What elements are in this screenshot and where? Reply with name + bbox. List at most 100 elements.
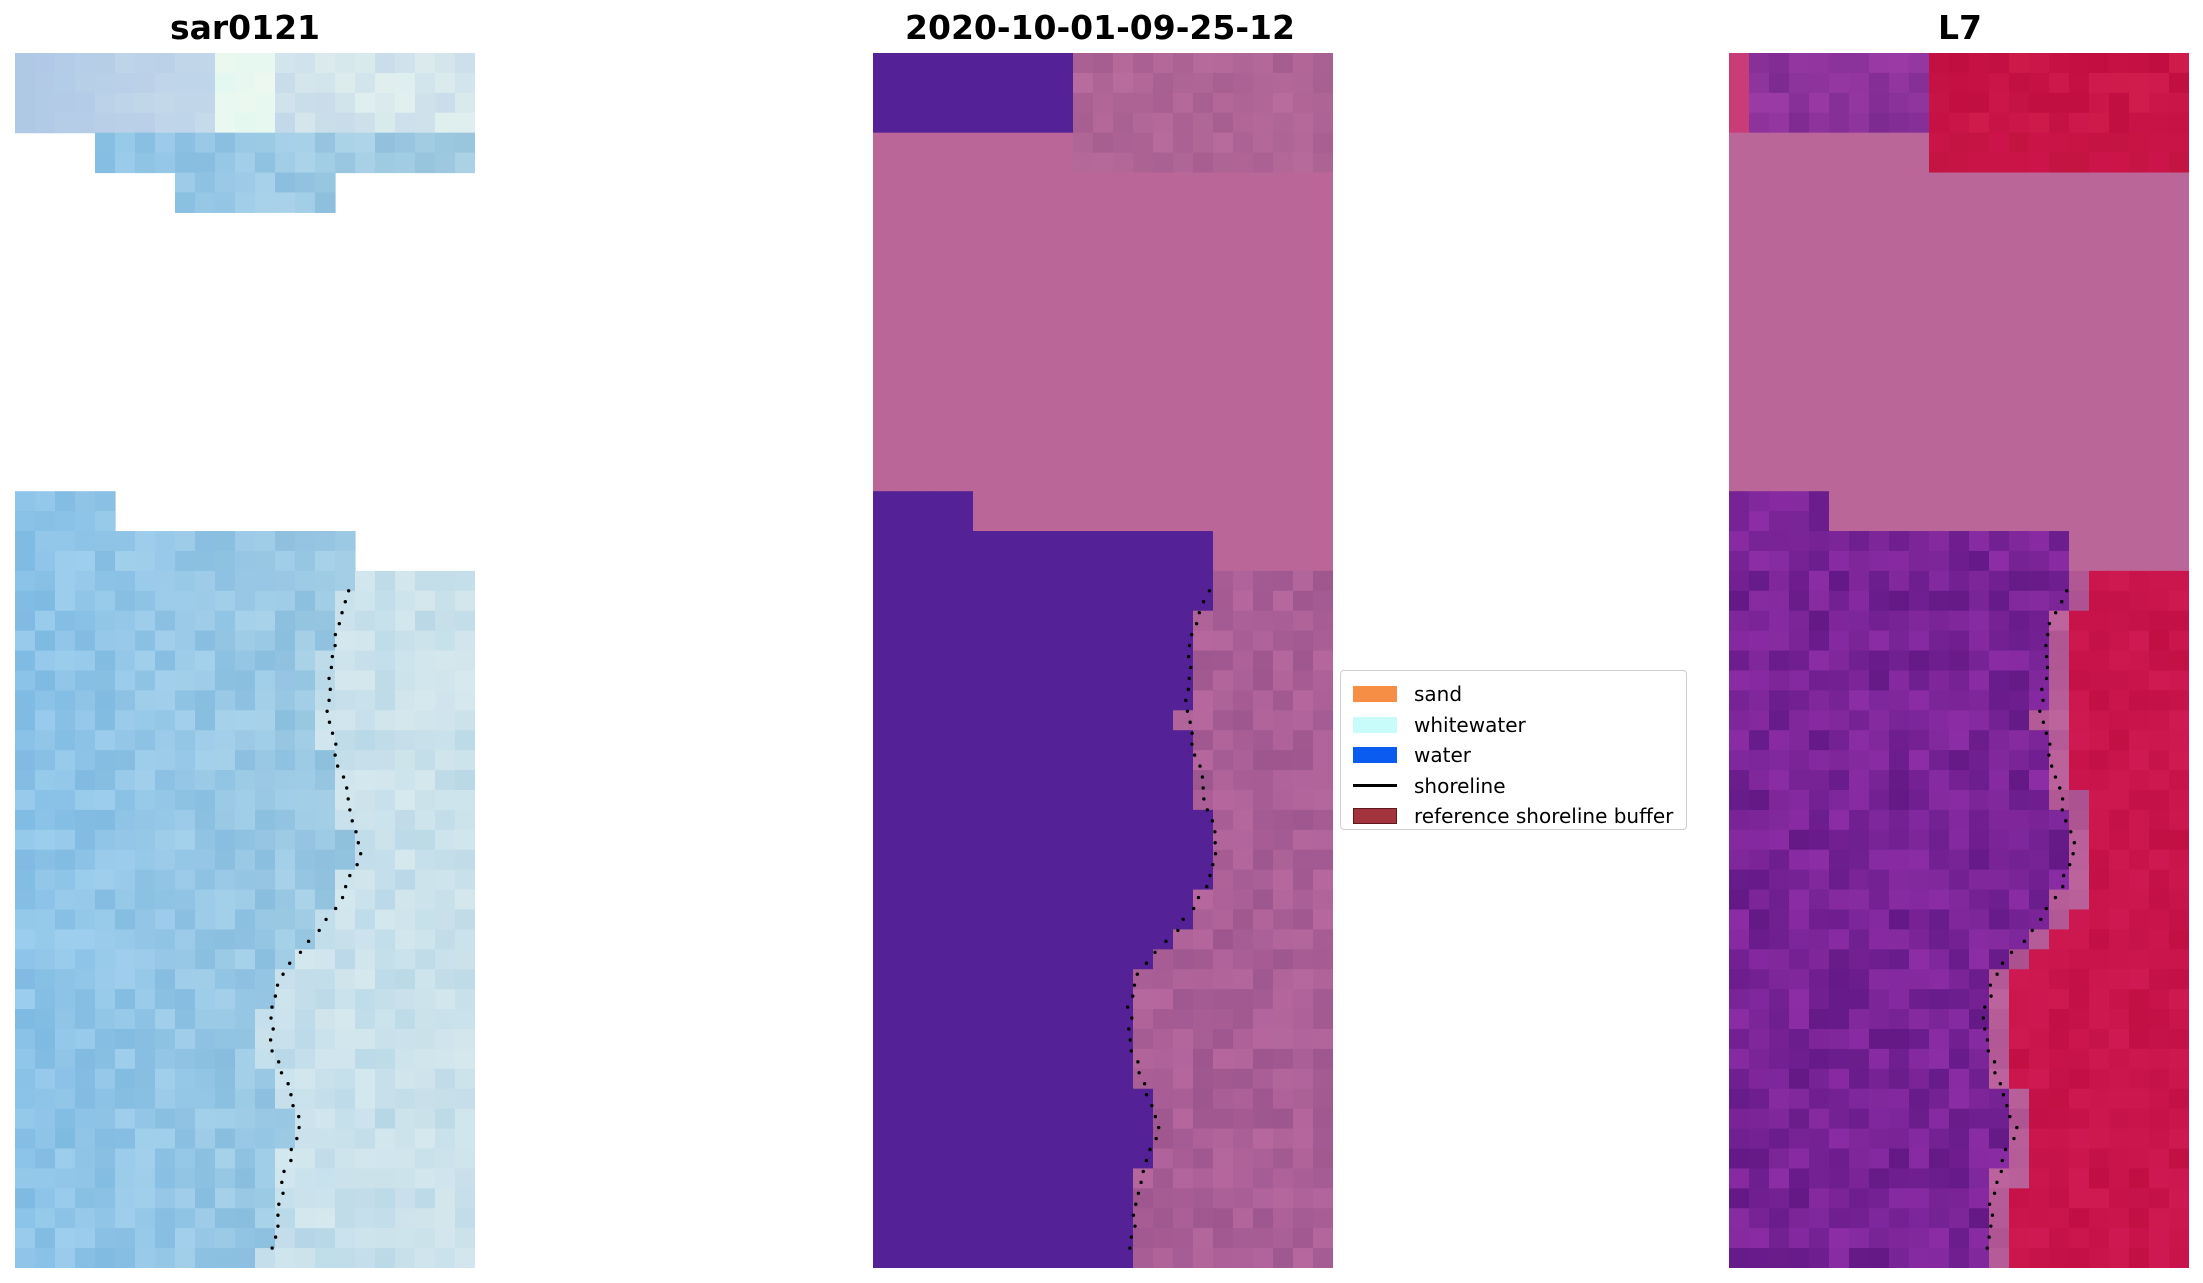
image-pixel — [1949, 949, 1970, 970]
image-pixel — [275, 1228, 296, 1249]
image-pixel — [155, 1128, 176, 1150]
image-pixel — [913, 1068, 934, 1090]
image-pixel — [2089, 212, 2110, 233]
image-pixel — [1233, 1208, 1254, 1229]
image-pixel — [1033, 272, 1054, 293]
shoreline-point — [1189, 632, 1194, 637]
image-pixel — [1053, 391, 1074, 413]
image-pixel — [1253, 670, 1274, 691]
shoreline-point — [2044, 731, 2049, 735]
image-pixel — [1789, 989, 1810, 1010]
image-pixel — [1113, 730, 1134, 751]
image-pixel — [893, 1028, 914, 1050]
image-pixel — [2169, 770, 2189, 791]
image-pixel — [1949, 1028, 1970, 1050]
image-pixel — [115, 949, 136, 970]
image-pixel — [355, 670, 376, 691]
image-pixel — [95, 1208, 116, 1229]
shoreline-point — [1130, 1016, 1134, 1020]
image-pixel — [1253, 351, 1274, 373]
image-pixel — [115, 570, 136, 592]
image-pixel — [1869, 1108, 1890, 1130]
image-pixel — [933, 72, 954, 94]
image-pixel — [235, 949, 256, 970]
image-pixel — [953, 929, 974, 950]
image-pixel — [933, 1009, 954, 1030]
image-pixel — [2149, 889, 2170, 911]
image-pixel — [2109, 1128, 2130, 1150]
image-pixel — [2089, 531, 2110, 552]
image-pixel — [335, 1168, 356, 1189]
image-pixel — [175, 889, 196, 911]
image-pixel — [35, 550, 56, 572]
image-pixel — [95, 710, 116, 731]
image-pixel — [1253, 371, 1274, 393]
image-pixel — [2009, 132, 2030, 154]
image-pixel — [1313, 1248, 1333, 1268]
image-pixel — [215, 949, 236, 970]
image-pixel — [1153, 1088, 1174, 1110]
image-pixel — [1213, 112, 1234, 134]
image-pixel — [1989, 550, 2010, 572]
shoreline-point — [2060, 808, 2065, 812]
image-pixel — [255, 969, 276, 990]
image-pixel — [15, 570, 36, 592]
image-pixel — [1013, 53, 1034, 74]
image-pixel — [993, 272, 1014, 293]
image-pixel — [2129, 789, 2150, 811]
image-pixel — [1949, 491, 1970, 512]
image-pixel — [455, 570, 475, 592]
shoreline-point — [1191, 906, 1196, 911]
image-pixel — [1213, 1148, 1234, 1170]
image-pixel — [2089, 411, 2110, 433]
image-pixel — [1789, 650, 1810, 672]
image-pixel — [1969, 909, 1990, 930]
classified-image-svg — [873, 53, 1333, 1268]
image-pixel — [1013, 152, 1034, 174]
image-pixel — [1233, 889, 1254, 911]
shoreline-point — [333, 643, 337, 648]
image-pixel — [2149, 272, 2170, 293]
image-pixel — [235, 730, 256, 751]
panel-classified-image — [873, 53, 1333, 1268]
image-pixel — [1313, 1148, 1333, 1170]
image-pixel — [1929, 471, 1950, 492]
image-pixel — [275, 1248, 296, 1268]
image-pixel — [2049, 710, 2070, 731]
image-pixel — [973, 849, 994, 871]
image-pixel — [2089, 550, 2110, 572]
image-pixel — [993, 590, 1014, 612]
image-pixel — [1869, 650, 1890, 672]
image-pixel — [1053, 889, 1074, 911]
image-pixel — [1013, 311, 1034, 333]
image-pixel — [1293, 690, 1314, 711]
image-pixel — [435, 1108, 456, 1130]
image-pixel — [873, 232, 894, 253]
image-pixel — [55, 53, 76, 74]
image-pixel — [1053, 1228, 1074, 1249]
image-pixel — [75, 1108, 96, 1130]
image-pixel — [1849, 112, 1870, 134]
image-pixel — [1113, 1188, 1134, 1209]
image-pixel — [1273, 1228, 1294, 1249]
image-pixel — [953, 650, 974, 672]
shoreline-point — [333, 753, 337, 757]
image-pixel — [913, 192, 934, 213]
image-pixel — [1989, 929, 2010, 950]
image-pixel — [1113, 531, 1134, 552]
image-pixel — [1969, 1009, 1990, 1030]
image-pixel — [455, 829, 475, 851]
image-pixel — [1789, 272, 1810, 293]
shoreline-point — [2049, 764, 2054, 768]
image-pixel — [175, 112, 196, 134]
image-pixel — [215, 909, 236, 930]
image-pixel — [15, 1188, 36, 1209]
image-pixel — [1889, 192, 1910, 213]
image-pixel — [1133, 1048, 1154, 1070]
image-pixel — [1789, 311, 1810, 333]
image-pixel — [155, 570, 176, 592]
image-pixel — [1053, 809, 1074, 831]
image-pixel — [1033, 929, 1054, 950]
image-pixel — [175, 1028, 196, 1050]
image-pixel — [155, 1048, 176, 1070]
